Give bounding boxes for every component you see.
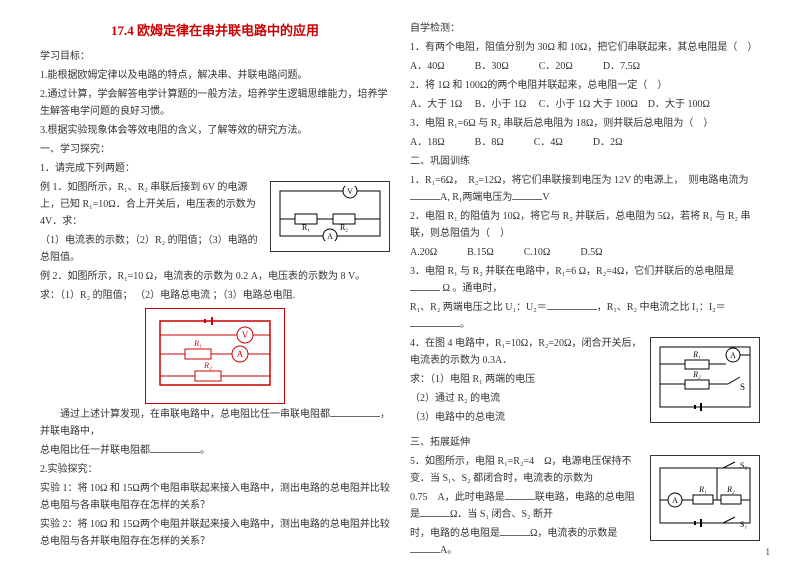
t4b: 求：（1）电阻 R₁ 两端的电压 — [410, 371, 644, 388]
t4c: （2）通过 R₂ 的电流 — [410, 390, 644, 407]
svg-text:R₂: R₂ — [203, 361, 212, 370]
svg-text:A: A — [327, 232, 333, 241]
svg-text:A: A — [730, 351, 736, 360]
t4a: 4．在图 4 电路中，R₁=10Ω，R₂=20Ω，闭合开关后，电流表的示数为 0… — [410, 335, 644, 369]
train-heading: 二、巩固训练 — [410, 153, 760, 170]
q1: 1．请完成下列两题： — [40, 160, 390, 177]
example-2b: 求：（1）R₂ 的阻值； （2）电路总电流 ；（3）电路总电阻. — [40, 287, 390, 304]
svg-text:R₁: R₁ — [698, 485, 707, 494]
t2-opts: A.20Ω B.15Ω C.10Ω D.5Ω — [410, 244, 760, 261]
svg-text:R₁: R₁ — [302, 223, 310, 232]
goal-2: 2.通过计算，学会解答电学计算题的一般方法，培养学生逻辑思维能力，培养学生解答电… — [40, 86, 390, 120]
selfcheck-heading: 自学检测： — [410, 20, 760, 37]
svg-text:S₂: S₂ — [740, 461, 747, 470]
goal-heading: 学习目标： — [40, 48, 390, 65]
svg-text:A: A — [237, 349, 244, 359]
svg-text:V: V — [242, 330, 249, 340]
ext-heading: 三、拓展延伸 — [410, 434, 760, 451]
svg-text:R₂: R₂ — [726, 485, 735, 494]
sc-3: 3．电阻 R₁=6Ω 与 R₂ 串联后总电阻为 18Ω，则并联后总电阻为（ ） — [410, 115, 760, 132]
section-2: 2.实验探究： — [40, 461, 390, 478]
circuit-diagram-4: S₂ A R₁ R₂ S₁ — [650, 455, 760, 541]
sc-2-opts: A．大于 1Ω B．小于 1Ω C．小于 1Ω 大于 100Ω D．大于 100… — [410, 96, 760, 113]
conclusion: 通过上述计算发现，在串联电路中，总电阻比任一串联电阻都，并联电路中， — [40, 406, 390, 440]
svg-text:S₁: S₁ — [740, 520, 747, 529]
x1b: 0.75 A，此时电路是联电路，电路的总电阻是Ω．当 S₁ 闭合、S₂ 断开 — [410, 489, 644, 523]
experiment-2: 实验 2：将 10Ω 和 15Ω两个电阻并联起来接入电路中，测出电路的总电阻并比… — [40, 516, 390, 550]
svg-text:V: V — [347, 187, 353, 196]
goal-1: 1.能根据欧姆定律以及电路的特点，解决串、并联电路问题。 — [40, 67, 390, 84]
svg-text:S: S — [740, 382, 745, 392]
t3: 3．电阻 R₁ 与 R₂ 并联在电路中，R₁=6 Ω，R₂=4Ω，它们并联后的总… — [410, 263, 760, 297]
svg-text:R₂: R₂ — [692, 370, 701, 379]
circuit-diagram-1: V R₁ R₂ A — [270, 181, 390, 252]
sc-1: 1．有两个电阻，阻值分别为 30Ω 和 10Ω，把它们串联起来，其总电阻是（ ） — [410, 39, 760, 56]
x1a: 5．如图所示，电阻 R₁=R₂=4 Ω，电源电压保持不变．当 S₁、S₂ 都闭合… — [410, 453, 644, 487]
svg-text:R₁: R₁ — [692, 350, 701, 359]
experiment-1: 实验 1：将 10Ω 和 15Ω两个电阻串联起来接入电路中，测出电路的总电阻并比… — [40, 480, 390, 514]
example-1b: （1）电流表的示数；（2）R₂ 的阻值；（3）电路的总阻值。 — [40, 232, 264, 266]
page-title: 17.4 欧姆定律在串并联电路中的应用 — [40, 20, 390, 42]
t4d: （3）电路中的总电流 — [410, 409, 644, 426]
goal-3: 3.根据实验现象体会等效电阻的含义，了解等效的研究方法。 — [40, 122, 390, 139]
svg-text:R₂: R₂ — [340, 223, 348, 232]
page-number: 1 — [766, 547, 771, 557]
svg-text:A: A — [672, 496, 678, 505]
conclusion-2: 总电阻比任一并联电阻都。 — [40, 442, 390, 459]
example-1a: 例 1．如图所示，R₁、R₂ 串联后接到 6V 的电源上，已知 R₁=10Ω．合… — [40, 179, 264, 230]
circuit-diagram-2: V R₁ A R₂ — [40, 306, 390, 406]
x1c: 时，电路的总电阻是Ω，电流表的示数是A。 — [410, 525, 644, 559]
section-1: 一、学习探究： — [40, 141, 390, 158]
t3b: R₁、R₂ 两端电压之比 U₁：U₂＝，R₁、R₂ 中电流之比 I₁：I₂＝。 — [410, 299, 760, 333]
example-2a: 例 2．如图所示，R₁=10 Ω，电流表的示数为 0.2 A，电压表的示数为 8… — [40, 268, 390, 285]
t2: 2．电阻 R₁ 的阻值为 10Ω，将它与 R₂ 并联后，总电阻为 5Ω，若将 R… — [410, 208, 760, 242]
t1: 1．R₁=6Ω， R₂=12Ω，将它们串联接到电压为 12V 的电源上， 则电路… — [410, 172, 760, 206]
sc-1-opts: A．40Ω B．30Ω C．20Ω D．7.5Ω — [410, 58, 760, 75]
sc-2: 2．将 1Ω 和 100Ω的两个电阻并联起来，总电阻一定（ ） — [410, 77, 760, 94]
svg-text:R₁: R₁ — [193, 339, 202, 348]
sc-3-opts: A．18Ω B．8Ω C．4Ω D．2Ω — [410, 134, 760, 151]
circuit-diagram-3: A R₁ R₂ S — [650, 337, 760, 423]
